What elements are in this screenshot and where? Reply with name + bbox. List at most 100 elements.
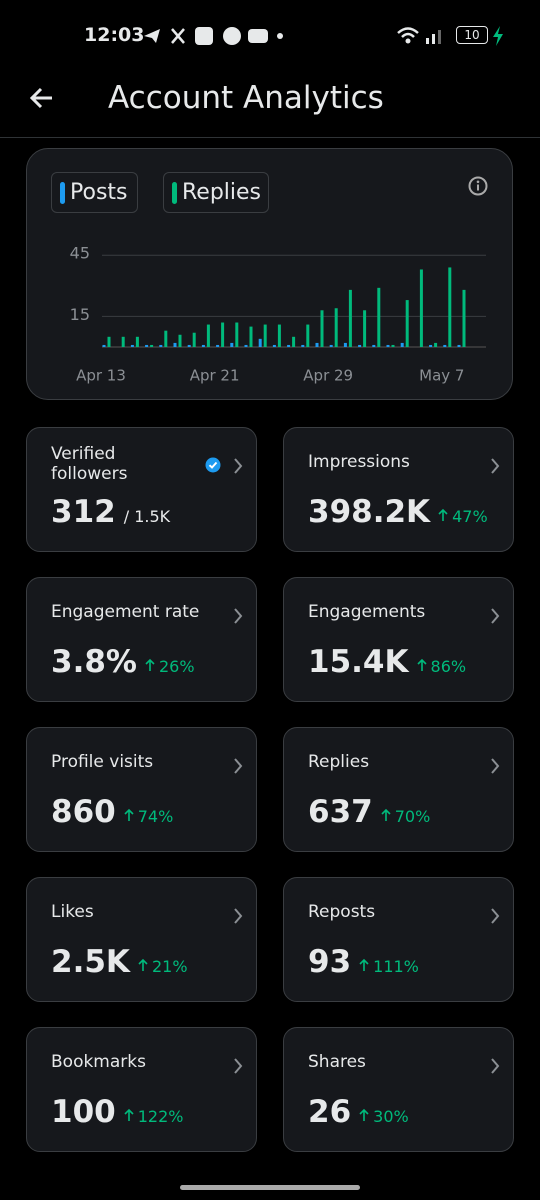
bar	[320, 310, 324, 347]
up-arrow	[124, 808, 134, 821]
up-arrow	[359, 958, 369, 971]
bar	[277, 324, 281, 347]
bar	[164, 330, 168, 347]
legend-chip[interactable]: Replies	[163, 172, 269, 213]
bar	[145, 344, 149, 347]
change-value: 21%	[151, 957, 188, 976]
chart-card	[26, 148, 513, 400]
change-value: 70%	[394, 807, 431, 826]
legend-swatch	[60, 182, 65, 204]
bar	[258, 338, 262, 347]
bar	[178, 334, 182, 347]
metric-card[interactable]: Shares 26 30%	[283, 1027, 514, 1152]
change: 122%	[124, 1107, 184, 1126]
bar	[448, 267, 452, 347]
bar	[329, 344, 333, 347]
bar	[159, 344, 163, 347]
card-title: Reposts	[308, 902, 376, 922]
chevron	[234, 458, 243, 474]
legend-swatch	[172, 182, 177, 204]
legend-label: Replies	[182, 180, 262, 205]
card-title: Impressions	[308, 452, 410, 472]
bar	[150, 344, 154, 347]
bar	[386, 344, 390, 347]
chevron	[491, 1058, 500, 1074]
bar	[358, 344, 362, 347]
metric-card[interactable]: Profile visits 860 74%	[26, 727, 257, 852]
bar	[216, 344, 220, 347]
metric-card[interactable]: Impressions 398.2K 47%	[283, 427, 514, 552]
bar	[429, 344, 433, 347]
card-value: 26 30%	[308, 1094, 409, 1130]
charging-icon	[493, 26, 503, 46]
card-title: Engagements	[308, 602, 426, 622]
bar	[301, 344, 305, 347]
metric-card[interactable]: Likes 2.5K 21%	[26, 877, 257, 1002]
card-title: Engagement rate	[51, 602, 200, 622]
change-value: 47%	[452, 507, 488, 526]
back-button[interactable]	[28, 84, 56, 112]
bar	[405, 300, 409, 347]
value-text: 398.2K	[308, 494, 431, 530]
x-tick-label: Apr 21	[190, 367, 240, 385]
bar	[263, 324, 267, 347]
bar	[221, 322, 225, 347]
card-value: 3.8% 26%	[51, 644, 195, 680]
up-arrow	[381, 808, 391, 821]
value-total: / 1.5K	[123, 507, 171, 526]
up-arrow	[416, 658, 427, 671]
metric-card[interactable]: Engagements 15.4K 86%	[283, 577, 514, 702]
bar	[377, 287, 381, 347]
bar	[192, 332, 196, 347]
divider	[0, 137, 540, 138]
card-value: 398.2K 47%	[308, 494, 488, 530]
bar	[102, 344, 106, 347]
legend-chip[interactable]: Posts	[51, 172, 138, 213]
card-value: 100 122%	[51, 1094, 183, 1130]
bar	[244, 344, 248, 347]
up-arrow	[359, 1108, 369, 1121]
bar	[363, 310, 367, 347]
chevron	[234, 608, 243, 624]
chevron	[234, 908, 243, 924]
chevron	[491, 458, 500, 474]
metric-card[interactable]: Replies 637 70%	[283, 727, 514, 852]
change: 70%	[381, 807, 431, 826]
change: 26%	[145, 657, 195, 676]
up-arrow	[124, 1108, 134, 1121]
bar	[391, 344, 395, 347]
bar	[135, 336, 139, 347]
card-value: 860 74%	[51, 794, 173, 830]
card-value: 93 111%	[308, 944, 419, 980]
up-arrow	[438, 508, 448, 521]
chevron	[491, 608, 500, 624]
card-title: Verified followers	[51, 444, 128, 484]
metric-card[interactable]: Verified followers 312 / 1.5K	[26, 427, 257, 552]
value-text: 93	[308, 944, 352, 980]
clock: 12:03	[84, 24, 145, 46]
bar	[292, 336, 296, 347]
change: 30%	[359, 1107, 409, 1126]
x-tick-label: Apr 13	[76, 367, 126, 385]
card-value: 637 70%	[308, 794, 430, 830]
info-button[interactable]	[467, 175, 489, 197]
bar	[443, 344, 447, 347]
value-text: 637	[308, 794, 373, 830]
metric-card[interactable]: Engagement rate 3.8% 26%	[26, 577, 257, 702]
metric-card[interactable]: Bookmarks 100 122%	[26, 1027, 257, 1152]
legend-label: Posts	[70, 180, 128, 205]
chevron	[234, 758, 243, 774]
bar	[306, 324, 310, 347]
metric-card[interactable]: Reposts 93 111%	[283, 877, 514, 1002]
card-title: Likes	[51, 902, 94, 922]
page-title: Account Analytics	[108, 80, 384, 116]
bar	[462, 289, 466, 347]
bar	[107, 336, 111, 347]
change-value: 122%	[137, 1107, 184, 1126]
battery: 10	[456, 26, 488, 44]
up-arrow	[145, 658, 155, 671]
value-text: 2.5K	[51, 944, 130, 980]
change: 86%	[416, 657, 466, 676]
bar	[348, 289, 352, 347]
value-text: 100	[51, 1094, 116, 1130]
